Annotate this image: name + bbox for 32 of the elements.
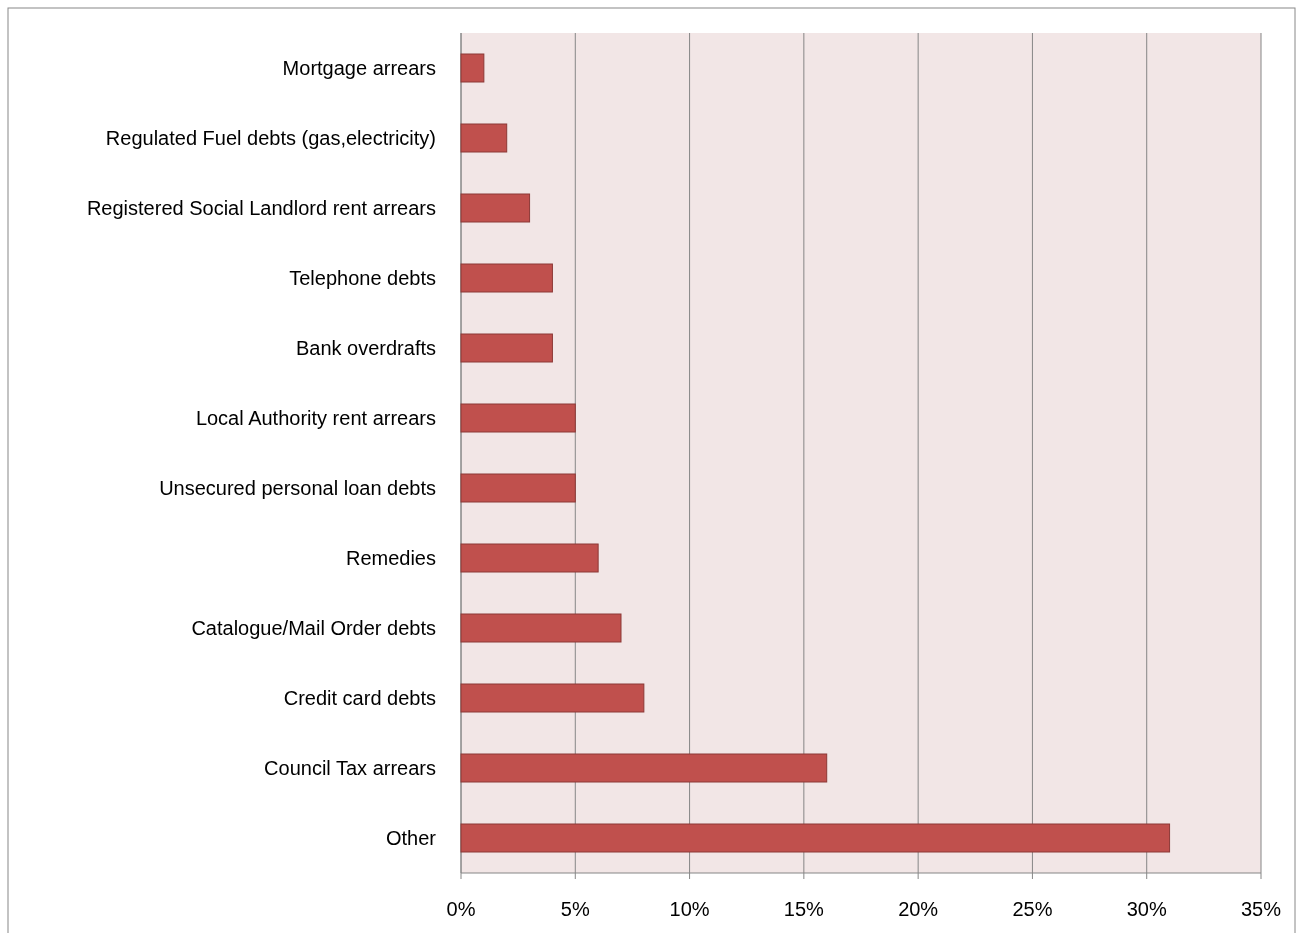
- bar: [460, 683, 645, 713]
- y-tick-label: Catalogue/Mail Order debts: [191, 617, 436, 639]
- bar: [460, 753, 828, 783]
- bar: [460, 263, 553, 293]
- y-tick-label: Remedies: [345, 547, 436, 569]
- bar: [460, 123, 508, 153]
- x-tick-label: 35%: [1240, 898, 1282, 920]
- y-tick-label: Mortgage arrears: [282, 57, 436, 79]
- y-tick-label: Registered Social Landlord rent arrears: [86, 197, 436, 219]
- bar: [460, 193, 531, 223]
- y-tick-label: Telephone debts: [289, 267, 436, 289]
- y-tick-label: Unsecured personal loan debts: [159, 477, 436, 499]
- y-tick-label: Bank overdrafts: [295, 337, 436, 359]
- bar: [460, 823, 1171, 853]
- x-tick-label: 15%: [783, 898, 825, 920]
- x-tick-label: 10%: [669, 898, 710, 920]
- x-tick-label: 25%: [1012, 898, 1053, 920]
- bar: [460, 543, 599, 573]
- y-tick-label: Council Tax arrears: [264, 757, 436, 779]
- bar: [460, 613, 622, 643]
- x-tick-label: 0%: [446, 898, 476, 920]
- y-tick-label: Credit card debts: [283, 687, 436, 709]
- x-tick-label: 30%: [1126, 898, 1167, 920]
- bar: [460, 473, 576, 503]
- bar: [460, 53, 485, 83]
- y-tick-label: Other: [385, 827, 437, 849]
- y-tick-label: Regulated Fuel debts (gas,electricity): [105, 127, 436, 149]
- bar: [460, 403, 576, 433]
- y-tick-label: Local Authority rent arrears: [195, 407, 436, 429]
- x-tick-label: 5%: [560, 898, 590, 920]
- bar: [460, 333, 553, 363]
- x-tick-label: 20%: [898, 898, 939, 920]
